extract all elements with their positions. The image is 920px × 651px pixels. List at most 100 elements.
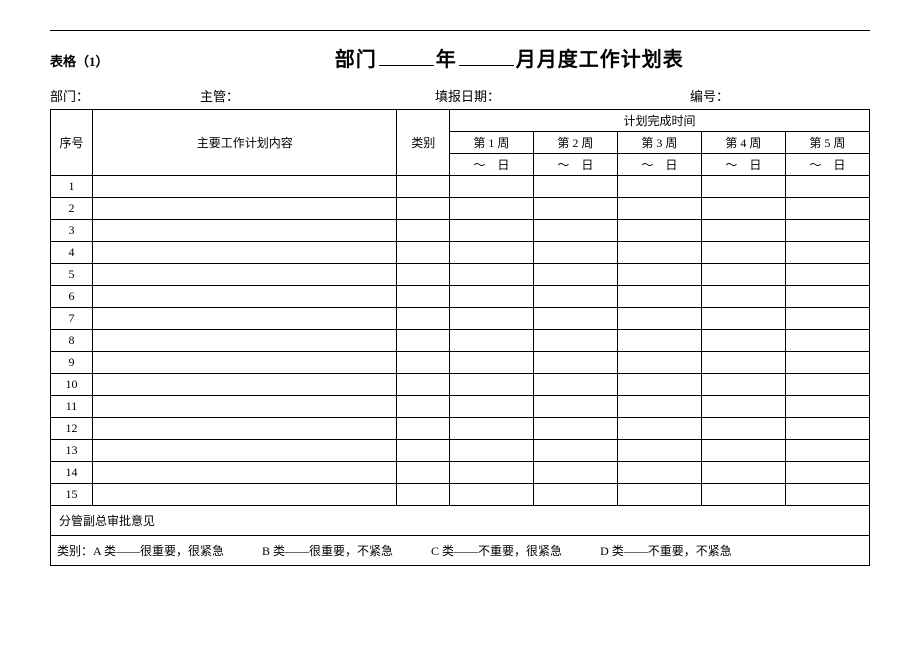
table-row: 14 (51, 462, 870, 484)
cell-desc (92, 220, 396, 242)
cell-seq: 12 (51, 418, 93, 440)
cell-seq: 4 (51, 242, 93, 264)
table-row: 8 (51, 330, 870, 352)
cell-week (533, 352, 617, 374)
h-cat: 类别 (397, 110, 449, 176)
cell-week (533, 374, 617, 396)
h-range-4: ～ 日 (701, 154, 785, 176)
cell-week (533, 440, 617, 462)
cell-week (617, 330, 701, 352)
cell-week (785, 242, 869, 264)
h-desc: 主要工作计划内容 (92, 110, 396, 176)
cell-week (701, 352, 785, 374)
cell-seq: 14 (51, 462, 93, 484)
cell-week (785, 374, 869, 396)
cell-week (785, 264, 869, 286)
cell-week (449, 352, 533, 374)
legend-cell: 类别：A 类——很重要，很紧急B 类——很重要，不紧急C 类——不重要，很紧急D… (51, 536, 870, 566)
title: 部门年月月度工作计划表 (149, 43, 870, 72)
h-range-3: ～ 日 (617, 154, 701, 176)
cell-week (533, 418, 617, 440)
cell-week (533, 198, 617, 220)
title-part-year: 年 (436, 49, 457, 71)
cell-desc (92, 440, 396, 462)
cell-week (617, 220, 701, 242)
cell-desc (92, 264, 396, 286)
blank-year (379, 44, 434, 66)
top-rule (50, 30, 870, 31)
cell-week (617, 242, 701, 264)
cell-week (785, 308, 869, 330)
meta-mgr-label: 主管： (200, 86, 435, 105)
cell-week (785, 440, 869, 462)
cell-week (617, 484, 701, 506)
cell-seq: 8 (51, 330, 93, 352)
cell-week (449, 330, 533, 352)
title-part-dept: 部门 (335, 49, 377, 71)
cell-cat (397, 198, 449, 220)
cell-cat (397, 462, 449, 484)
table-row: 12 (51, 418, 870, 440)
meta-dept-label: 部门： (50, 86, 200, 105)
h-range-1: ～ 日 (449, 154, 533, 176)
cell-seq: 7 (51, 308, 93, 330)
cell-week (701, 374, 785, 396)
cell-week (617, 198, 701, 220)
cell-seq: 15 (51, 484, 93, 506)
cell-desc (92, 396, 396, 418)
cell-week (785, 330, 869, 352)
cell-week (449, 308, 533, 330)
h-week-4: 第 4 周 (701, 132, 785, 154)
cell-cat (397, 352, 449, 374)
cell-week (701, 462, 785, 484)
cell-week (785, 462, 869, 484)
cell-cat (397, 330, 449, 352)
cell-week (701, 264, 785, 286)
meta-row: 部门： 主管： 填报日期： 编号： (50, 86, 870, 105)
cell-desc (92, 462, 396, 484)
cell-week (785, 418, 869, 440)
legend-c: C 类——不重要，很紧急 (431, 544, 562, 558)
cell-week (449, 484, 533, 506)
cell-desc (92, 484, 396, 506)
cell-week (617, 462, 701, 484)
table-row: 6 (51, 286, 870, 308)
h-schedule: 计划完成时间 (449, 110, 869, 132)
cell-week (449, 242, 533, 264)
legend-a: A 类——很重要，很紧急 (93, 544, 224, 558)
cell-week (701, 396, 785, 418)
cell-week (701, 330, 785, 352)
cell-week (785, 484, 869, 506)
cell-week (533, 286, 617, 308)
cell-desc (92, 176, 396, 198)
cell-week (701, 484, 785, 506)
cell-week (533, 308, 617, 330)
h-week-5: 第 5 周 (785, 132, 869, 154)
cell-week (701, 176, 785, 198)
legend-d: D 类——不重要，不紧急 (600, 544, 732, 558)
cell-week (533, 176, 617, 198)
cell-cat (397, 440, 449, 462)
table-row: 4 (51, 242, 870, 264)
cell-seq: 1 (51, 176, 93, 198)
cell-cat (397, 418, 449, 440)
cell-cat (397, 242, 449, 264)
cell-week (533, 220, 617, 242)
cell-desc (92, 198, 396, 220)
h-range-5: ～ 日 (785, 154, 869, 176)
cell-seq: 6 (51, 286, 93, 308)
cell-desc (92, 330, 396, 352)
meta-no-label: 编号： (690, 86, 870, 105)
form-id: 表格（1） (50, 51, 109, 70)
table-row: 11 (51, 396, 870, 418)
plan-table: 序号 主要工作计划内容 类别 计划完成时间 第 1 周 第 2 周 第 3 周 … (50, 109, 870, 566)
cell-cat (397, 308, 449, 330)
cell-seq: 3 (51, 220, 93, 242)
table-row: 9 (51, 352, 870, 374)
cell-cat (397, 484, 449, 506)
cell-week (617, 440, 701, 462)
table-head: 序号 主要工作计划内容 类别 计划完成时间 第 1 周 第 2 周 第 3 周 … (51, 110, 870, 176)
cell-week (449, 264, 533, 286)
cell-week (533, 484, 617, 506)
cell-cat (397, 286, 449, 308)
